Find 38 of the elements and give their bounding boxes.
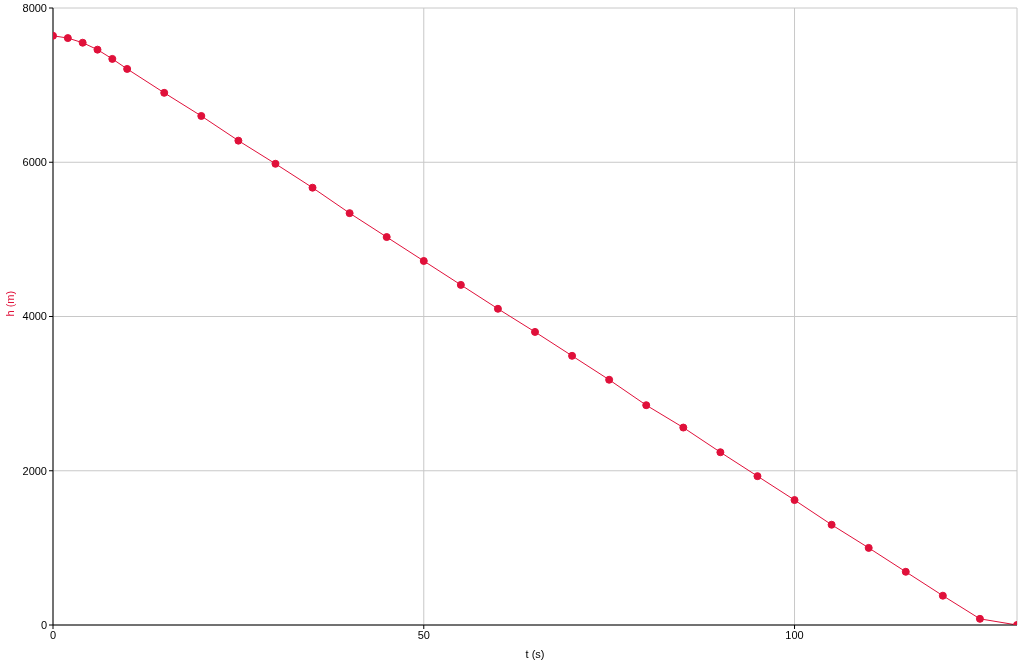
point — [716, 448, 725, 457]
point — [605, 375, 614, 384]
point — [790, 496, 799, 505]
point — [642, 401, 651, 410]
y-tick-label: 8000 — [22, 1, 47, 14]
point — [108, 54, 117, 63]
point — [864, 543, 873, 552]
point — [568, 351, 577, 360]
point — [93, 45, 102, 54]
point — [308, 183, 317, 192]
point — [493, 304, 502, 313]
point — [382, 233, 391, 242]
point — [679, 423, 688, 432]
point — [345, 209, 354, 218]
point — [78, 38, 87, 47]
point — [531, 327, 539, 336]
point — [975, 614, 984, 623]
point — [123, 64, 132, 73]
point — [456, 280, 465, 289]
y-tick-label: 6000 — [22, 156, 47, 169]
y-tick-label: 2000 — [22, 464, 47, 477]
point — [160, 88, 169, 97]
point — [419, 256, 428, 265]
y-tick-label: 4000 — [22, 310, 47, 323]
point — [271, 159, 280, 168]
point — [197, 111, 206, 120]
y-axis-title: h (m) — [3, 290, 16, 317]
point — [901, 567, 910, 576]
x-tick-label: 0 — [49, 628, 57, 641]
point — [63, 34, 72, 43]
x-tick-label: 100 — [785, 628, 804, 641]
y-tick-label: 0 — [40, 618, 47, 631]
x-axis-title: t (s) — [525, 648, 545, 660]
point — [753, 472, 762, 481]
point — [234, 136, 243, 145]
point — [938, 591, 947, 600]
x-tick-label: 50 — [417, 628, 430, 641]
point — [827, 520, 836, 529]
